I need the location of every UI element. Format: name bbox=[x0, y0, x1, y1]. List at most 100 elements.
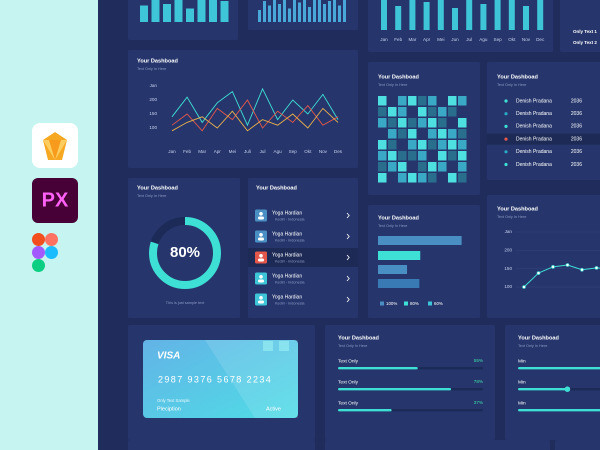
chevron[interactable] bbox=[346, 254, 350, 261]
heat-cell bbox=[428, 173, 437, 183]
person-name[interactable]: Yoga Hardian bbox=[272, 210, 302, 216]
bar bbox=[174, 0, 183, 22]
row-name[interactable]: Denish Pradana bbox=[516, 136, 552, 142]
bar bbox=[186, 8, 194, 22]
chevron[interactable] bbox=[346, 296, 350, 303]
heat-cell bbox=[458, 96, 467, 106]
person-name[interactable]: Yoga Hardian bbox=[272, 273, 302, 279]
heat-cell bbox=[458, 118, 467, 128]
x-tick-label: Dec bbox=[536, 37, 545, 42]
y-tick-label: 200 bbox=[149, 97, 157, 102]
x-tick-label: Sep bbox=[289, 149, 298, 154]
y-tick-label: 100 bbox=[504, 284, 512, 289]
person-name[interactable]: Yoga Hardian bbox=[272, 231, 302, 237]
text-line: Only Text 2 bbox=[573, 40, 597, 45]
bar bbox=[323, 4, 326, 22]
slider-label: Min bbox=[518, 400, 526, 406]
x-tick-label: Jan bbox=[380, 37, 388, 42]
x-tick-label: Nov bbox=[319, 149, 328, 154]
bar bbox=[283, 0, 286, 22]
heat-cell bbox=[388, 107, 397, 117]
avatar-body bbox=[258, 237, 264, 241]
bar bbox=[381, 0, 387, 30]
heat-cell bbox=[448, 96, 457, 106]
person-name[interactable]: Yoga Hardian bbox=[272, 294, 302, 300]
bar bbox=[395, 6, 402, 30]
card-title: Your Dashboad bbox=[378, 74, 420, 80]
progress-fill bbox=[338, 388, 452, 391]
row-name[interactable]: Denish Pradana bbox=[516, 111, 552, 117]
row-highlight bbox=[248, 248, 358, 267]
row-name[interactable]: Denish Pradana bbox=[516, 98, 552, 104]
chevron[interactable] bbox=[346, 233, 350, 240]
x-tick-label: Sep bbox=[494, 37, 503, 42]
avatar-head bbox=[259, 275, 263, 279]
bar bbox=[343, 0, 346, 22]
credit-card[interactable]: VISA 2987 9376 5678 2234 Only Text Sampl… bbox=[143, 340, 298, 418]
x-tick-label: Juli bbox=[244, 149, 251, 154]
heat-cell bbox=[458, 151, 467, 161]
card-number: 2987 9376 5678 2234 bbox=[158, 374, 272, 384]
x-tick-label: Apr bbox=[214, 149, 222, 154]
heat-cell bbox=[438, 140, 447, 150]
person-name[interactable]: Yoga Hardian bbox=[272, 252, 302, 258]
chevron[interactable] bbox=[346, 275, 350, 282]
y-tick-label: 200 bbox=[504, 248, 512, 253]
x-tick-label: Apr bbox=[423, 37, 431, 42]
bar bbox=[273, 0, 276, 22]
y-tick-label: 100 bbox=[149, 125, 157, 130]
person-place: Kediri - Indonesia bbox=[275, 260, 305, 264]
heat-cell bbox=[458, 129, 467, 139]
row-dot bbox=[504, 124, 508, 128]
heat-cell bbox=[438, 96, 447, 106]
heat-cell bbox=[458, 140, 467, 150]
slider-knob[interactable] bbox=[564, 386, 571, 393]
row-name[interactable]: Denish Pradana bbox=[516, 149, 552, 155]
avatar-head bbox=[259, 254, 263, 258]
row-name[interactable]: Denish Pradana bbox=[516, 162, 552, 168]
heat-cell bbox=[418, 162, 427, 172]
row-name[interactable]: Denish Pradana bbox=[516, 124, 552, 130]
bar bbox=[197, 0, 206, 22]
card-subtitle: Text Only In Here bbox=[497, 83, 526, 87]
x-tick-label: Feb bbox=[394, 37, 402, 42]
card-title: Your Dashboad bbox=[256, 185, 298, 191]
card-title: Your Dashboad bbox=[137, 185, 179, 191]
caption: This is just sample text bbox=[166, 301, 205, 305]
heat-cell bbox=[428, 96, 437, 106]
bar bbox=[263, 1, 266, 22]
point bbox=[551, 265, 555, 269]
bar bbox=[494, 0, 501, 30]
progress-value: 55% bbox=[474, 358, 483, 363]
bar bbox=[328, 1, 331, 22]
progress-label: Text Only bbox=[338, 358, 359, 364]
bar bbox=[409, 0, 416, 30]
row-value: 2036 bbox=[571, 162, 582, 168]
donut-arc bbox=[149, 217, 221, 289]
heat-cell bbox=[448, 118, 457, 128]
line bbox=[171, 99, 339, 132]
heat-cell bbox=[448, 129, 457, 139]
card-status: Active bbox=[266, 406, 281, 412]
xd-label: PX bbox=[42, 189, 69, 211]
avatar-body bbox=[258, 300, 264, 304]
slider-label: Min bbox=[518, 358, 526, 364]
heat-cell bbox=[438, 118, 447, 128]
heat-cell bbox=[398, 173, 407, 183]
bar bbox=[480, 4, 487, 30]
bar bbox=[220, 1, 229, 22]
chevron[interactable] bbox=[346, 212, 350, 219]
y-tick-label: Jan bbox=[150, 83, 158, 88]
card-title: Your Dashboad bbox=[378, 215, 420, 221]
heat-cell bbox=[418, 173, 427, 183]
card-title: Your Dashboad bbox=[518, 335, 560, 341]
heat-cell bbox=[398, 96, 407, 106]
heat-cell bbox=[398, 162, 407, 172]
progress-value: 37% bbox=[474, 400, 483, 405]
progress-label: Text Only bbox=[338, 379, 359, 385]
heat-cell bbox=[378, 140, 387, 150]
row-value: 2036 bbox=[571, 136, 582, 142]
point bbox=[594, 266, 599, 270]
heat-cell bbox=[408, 151, 417, 161]
heat-cell bbox=[448, 173, 457, 183]
